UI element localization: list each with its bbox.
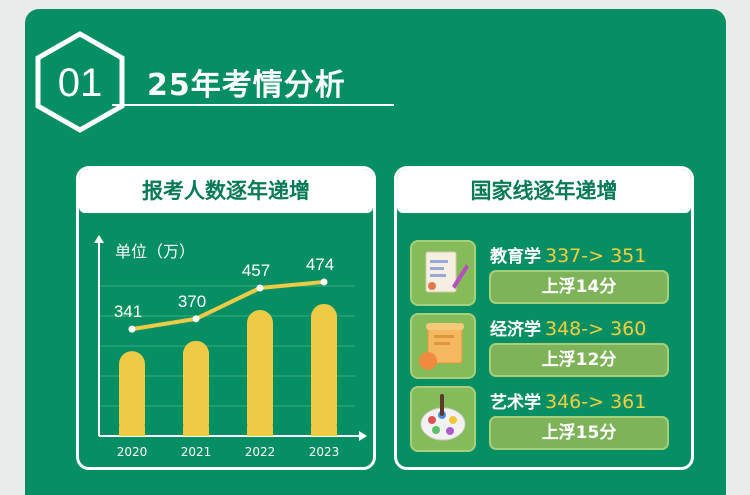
section-number: 01 — [58, 61, 103, 105]
y-axis-arrow — [94, 235, 104, 243]
bar — [247, 309, 273, 436]
paint-palette-icon — [410, 386, 476, 452]
subject-label: 艺术学 — [490, 393, 541, 413]
x-tick-label: 2022 — [245, 445, 276, 459]
score-change: 348-> 360 — [545, 318, 647, 340]
data-point — [192, 315, 200, 323]
section-title: 25年考情分析 — [147, 68, 346, 103]
bar-base — [247, 426, 273, 436]
subject-label: 经济学 — [490, 320, 541, 340]
x-tick-label: 2021 — [181, 445, 212, 459]
data-label: 341 — [114, 302, 142, 321]
list-item-art: 艺术学 346-> 361 上浮15分 — [410, 386, 680, 452]
trend-line — [131, 279, 325, 332]
section-underline — [112, 104, 394, 106]
applicants-panel: 报考人数逐年递增 单位（万） 2020 2021 2022 2023 341 370 457 4… — [76, 166, 376, 470]
national-line-panel: 国家线逐年递增 教育学 337-> 351 上浮14分 — [394, 166, 694, 470]
list-item-education: 教育学 337-> 351 上浮14分 — [410, 240, 680, 306]
x-tick-label: 2020 — [117, 445, 148, 459]
subject-name: 艺术学 346-> 361 — [490, 388, 646, 413]
national-line-panel-title: 国家线逐年递增 — [397, 169, 691, 213]
bar-base — [183, 426, 209, 436]
data-point — [320, 278, 328, 286]
subject-label: 教育学 — [490, 247, 541, 267]
data-label: 474 — [306, 255, 334, 274]
bar-base — [311, 426, 337, 436]
scroll-icon — [410, 313, 476, 379]
subject-name: 教育学 337-> 351 — [490, 242, 646, 267]
bar — [183, 340, 209, 436]
y-unit-label: 单位（万） — [115, 242, 195, 261]
bar — [119, 351, 145, 436]
applicants-panel-title: 报考人数逐年递增 — [79, 169, 373, 213]
score-change: 346-> 361 — [545, 391, 647, 413]
x-axis-arrow — [359, 431, 367, 441]
score-change: 337-> 351 — [545, 245, 647, 267]
data-point — [256, 284, 264, 292]
data-label: 370 — [178, 292, 206, 311]
list-item-economics: 经济学 348-> 360 上浮12分 — [410, 313, 680, 379]
bar — [311, 303, 337, 436]
increase-badge: 上浮15分 — [489, 416, 669, 450]
document-pen-icon — [410, 240, 476, 306]
applicants-chart: 单位（万） 2020 2021 2022 2023 341 370 457 474 — [94, 235, 367, 459]
bar-base — [119, 426, 145, 436]
data-label: 457 — [242, 261, 270, 280]
data-point — [128, 325, 136, 333]
subject-name: 经济学 348-> 360 — [490, 315, 646, 340]
increase-badge: 上浮14分 — [489, 270, 669, 304]
increase-badge: 上浮12分 — [489, 343, 669, 377]
x-tick-label: 2023 — [309, 445, 340, 459]
section-number-hexagon: 01 — [35, 31, 125, 133]
